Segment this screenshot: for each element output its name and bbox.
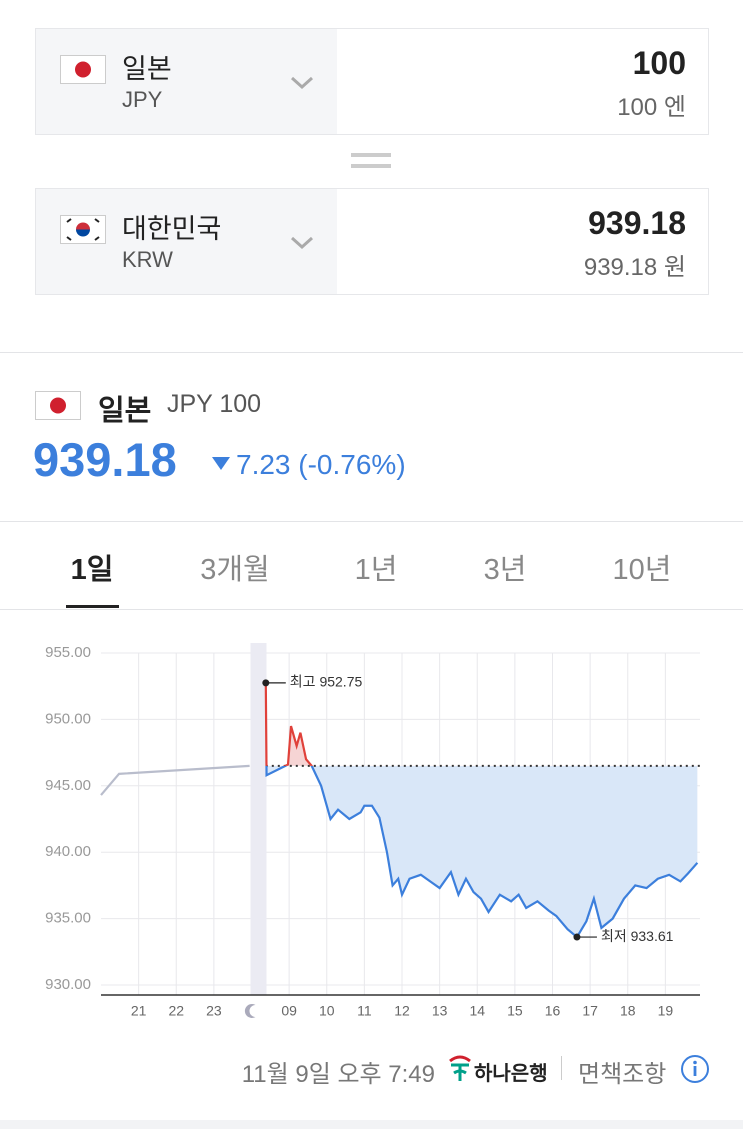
tab[interactable]: 3개월 [200,554,270,586]
flag-jp [35,391,81,420]
x-tick-label: 09 [281,1003,297,1019]
y-tick-label: 955.00 [45,644,91,661]
footer-divider [561,1056,562,1080]
divider [0,352,743,353]
bank-name: 하나은행 [474,1063,548,1085]
disclaimer[interactable]: 면책조항 [578,1061,667,1088]
tab-underline [66,605,119,608]
divider [0,521,743,522]
chevron[interactable] [289,235,315,251]
country: 일본 [122,54,172,84]
amount-label: 100 엔 [617,94,686,121]
annotation-dot [262,679,270,687]
summary-pair: JPY 100 [167,390,262,418]
annotation-label: 최저 933.61 [601,928,674,944]
tab[interactable]: 1일 [70,554,114,586]
divider [0,609,743,610]
x-tick-label: 13 [432,1003,448,1019]
currency-code: KRW [122,247,173,272]
x-tick-label: 17 [582,1003,598,1019]
x-tick-label: 16 [545,1003,561,1019]
info-icon[interactable] [680,1054,710,1084]
chart: 930.00 935.00 940.00 945.00 950.00 955.00 21 22… [45,643,700,1019]
tab[interactable]: 10년 [612,554,672,586]
summary-rate: 939.18 [33,433,177,486]
x-tick-label: 11 [357,1003,372,1019]
annotation-dot [573,933,581,941]
down-arrow [212,457,230,470]
converter-row[interactable]: 대한민국 KRW 939.18 939.18 원 [35,188,709,295]
amount-label: 939.18 원 [583,254,686,281]
chevron[interactable] [289,75,315,91]
amount[interactable]: 939.18 [588,205,686,241]
tab[interactable]: 1년 [354,554,398,586]
annotation-label: 최고 952.75 [290,674,363,690]
timestamp: 11월 9일 오후 7:49 [241,1061,435,1088]
equals-sign [351,153,391,168]
y-tick-label: 950.00 [45,710,91,727]
summary-change: 7.23 (-0.76%) [236,449,406,480]
x-tick-label: 12 [394,1003,410,1019]
x-tick-label: 21 [131,1003,147,1019]
moon-icon [244,1004,256,1018]
y-tick-label: 940.00 [45,843,91,860]
x-tick-label: 15 [507,1003,523,1019]
night-band [250,643,267,995]
summary-country: 일본 [98,395,152,427]
bank-logo [449,1055,471,1081]
country: 대한민국 [122,214,222,244]
x-tick-label: 23 [206,1003,222,1019]
converter-row[interactable]: 일본 JPY 100 100 엔 [35,28,709,135]
bottom-strip [0,1120,743,1129]
flag-jp [60,55,106,84]
x-tick-label: 19 [658,1003,674,1019]
x-tick-label: 14 [469,1003,485,1019]
y-tick-label: 930.00 [45,976,91,993]
y-tick-label: 945.00 [45,777,91,794]
amount[interactable]: 100 [632,45,686,81]
line-series [100,764,250,796]
y-tick-label: 935.00 [45,910,91,927]
x-tick-label: 10 [319,1003,335,1019]
line-series [265,765,699,939]
x-tick-label: 22 [168,1003,184,1019]
currency-code: JPY [122,87,163,112]
flag-kr [60,215,106,244]
x-tick-label: 18 [620,1003,636,1019]
tab[interactable]: 3년 [483,554,527,586]
